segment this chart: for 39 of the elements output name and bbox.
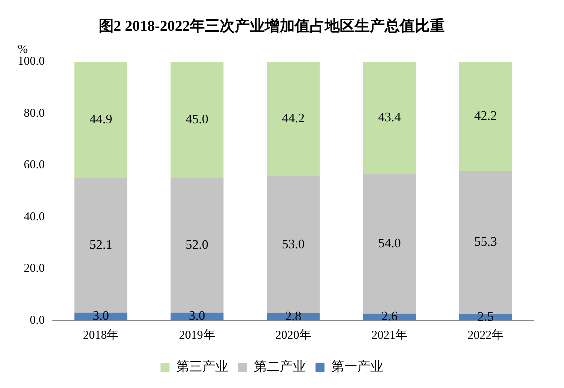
y-tick-label: 80.0 xyxy=(24,106,45,120)
data-label: 54.0 xyxy=(378,235,402,250)
bar xyxy=(74,178,128,313)
bar xyxy=(459,314,512,321)
data-label: 55.3 xyxy=(474,234,498,250)
bar xyxy=(267,62,320,176)
data-label: 53.0 xyxy=(282,236,305,252)
data-label: 2.8 xyxy=(285,308,302,324)
y-tick-label: 100.0 xyxy=(18,54,45,68)
data-label: 45.0 xyxy=(186,112,209,127)
x-tick-label: 2019年 xyxy=(179,328,216,342)
x-tick-label: 2021年 xyxy=(372,328,408,342)
bar xyxy=(170,62,224,178)
data-label: 44.9 xyxy=(90,111,112,126)
data-label: 42.2 xyxy=(474,108,498,123)
x-tick-label: 2022年 xyxy=(468,328,504,342)
legend-label: 第二产业 xyxy=(254,358,306,374)
bar xyxy=(170,178,224,313)
data-label: 43.4 xyxy=(378,110,402,125)
data-label: 52.0 xyxy=(186,237,209,252)
x-tick-label: 2020年 xyxy=(276,328,312,342)
data-label: 44.2 xyxy=(282,110,305,126)
chart-title: 图2 2018-2022年三次产业增加值占地区生产总值比重 xyxy=(98,18,446,35)
y-tick-label: 20.0 xyxy=(24,261,45,276)
bar xyxy=(459,62,512,172)
bar xyxy=(74,62,128,178)
x-tick-label: 2018年 xyxy=(83,328,120,342)
y-tick-label: 60.0 xyxy=(24,158,45,172)
legend-label: 第三产业 xyxy=(176,358,228,374)
data-label: 3.0 xyxy=(189,308,206,324)
y-tick-label: 0.0 xyxy=(30,312,45,327)
bar xyxy=(267,176,320,314)
legend-label: 第一产业 xyxy=(331,358,384,374)
y-tick-label: 40.0 xyxy=(24,209,45,224)
data-label: 52.1 xyxy=(90,236,112,252)
y-axis-title: % xyxy=(18,42,28,57)
data-label: 3.0 xyxy=(92,308,110,324)
data-label: 2.6 xyxy=(382,308,398,324)
bar xyxy=(363,62,416,174)
